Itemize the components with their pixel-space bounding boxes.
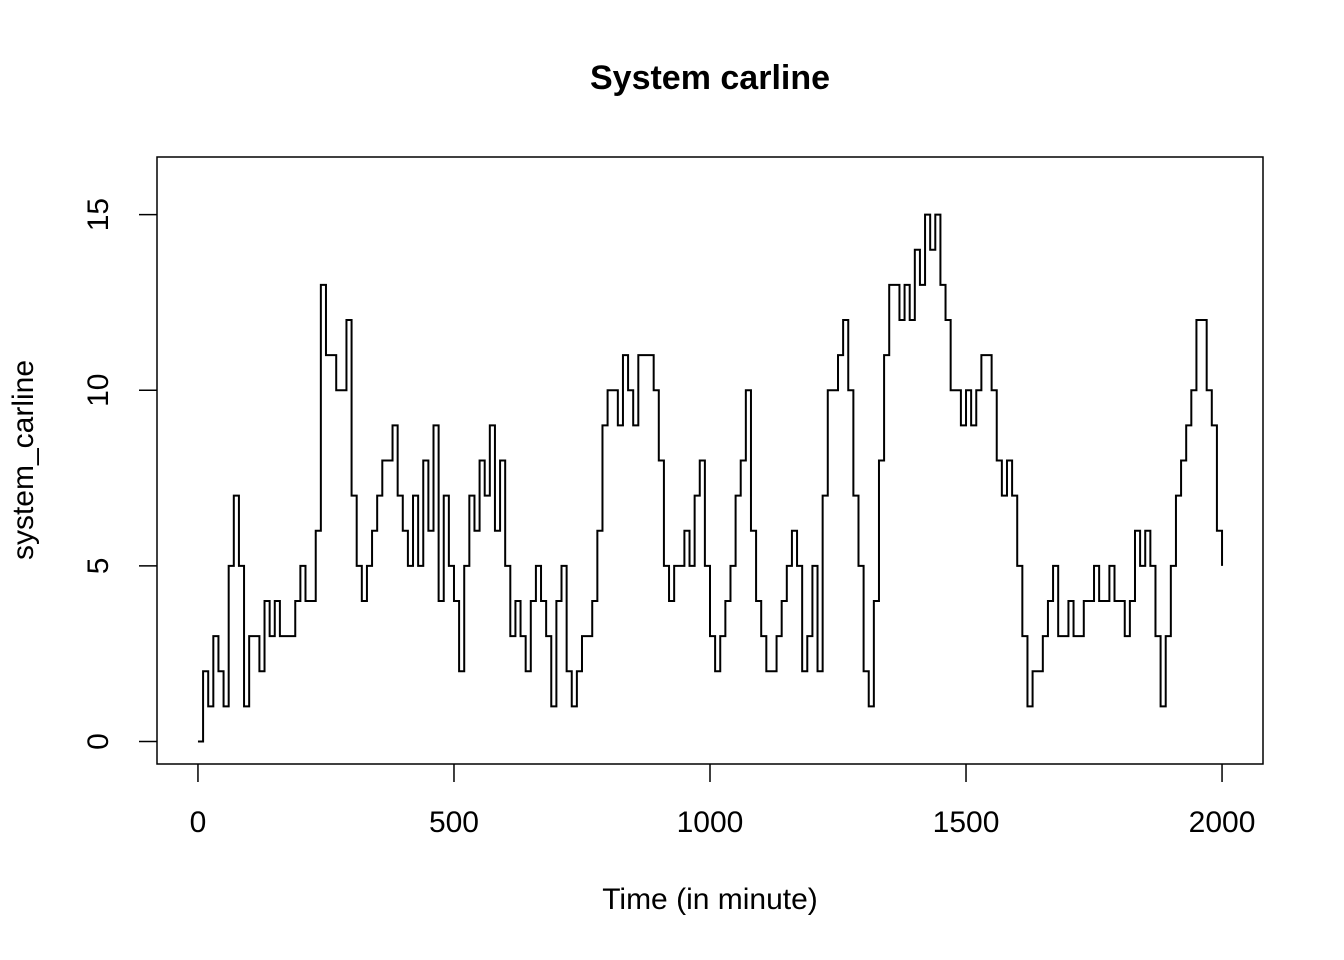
y-tick-label: 5 [82,558,115,575]
x-tick-label: 0 [190,806,207,839]
x-tick-label: 1000 [677,806,744,839]
x-tick-label: 500 [429,806,479,839]
chart-title: System carline [590,59,830,97]
y-tick-label: 0 [82,733,115,750]
x-tick-label: 1500 [933,806,1000,839]
plot-box [156,156,1264,765]
data-line [197,213,1224,743]
y-tick-label: 10 [82,374,115,407]
y-axis-label: system_carline [7,360,40,560]
y-tick-label: 15 [82,198,115,231]
x-axis-label: Time (in minute) [602,883,818,916]
x-tick-label: 2000 [1189,806,1256,839]
